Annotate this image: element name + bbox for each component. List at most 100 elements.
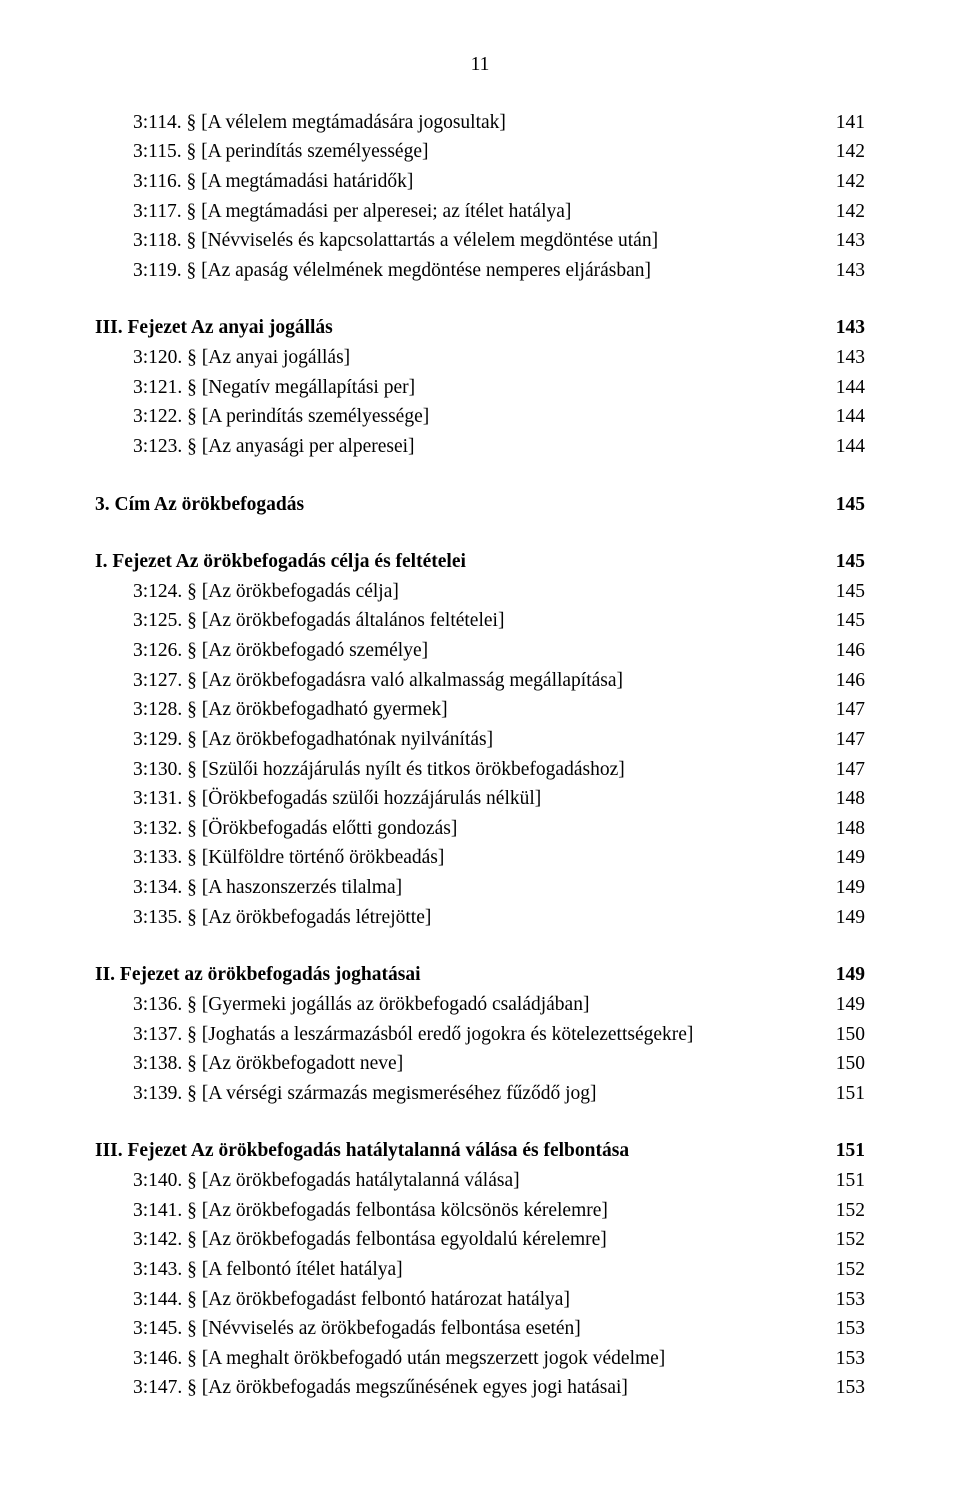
toc-entry: 3:131. § [Örökbefogadás szülői hozzájáru…: [95, 784, 865, 814]
toc-heading-page: 151: [815, 1136, 865, 1166]
toc-heading: I. Fejezet Az örökbefogadás célja és fel…: [95, 547, 865, 577]
toc-entry: 3:119. § [Az apaság vélelmének megdöntés…: [95, 256, 865, 286]
toc-entry-label: 3:143. § [A felbontó ítélet hatálya]: [133, 1255, 815, 1285]
toc-entry-label: 3:128. § [Az örökbefogadható gyermek]: [133, 695, 815, 725]
toc-heading: II. Fejezet az örökbefogadás joghatásai1…: [95, 960, 865, 990]
toc-entry-label: 3:138. § [Az örökbefogadott neve]: [133, 1049, 815, 1079]
toc-entry: 3:132. § [Örökbefogadás előtti gondozás]…: [95, 814, 865, 844]
toc-entry-page: 144: [815, 373, 865, 403]
toc-entry-label: 3:132. § [Örökbefogadás előtti gondozás]: [133, 814, 815, 844]
toc-heading-page: 145: [815, 547, 865, 577]
toc-entry: 3:123. § [Az anyasági per alperesei]144: [95, 432, 865, 462]
toc-entry-page: 149: [815, 903, 865, 933]
document-page: 11 3:114. § [A vélelem megtámadására jog…: [0, 0, 960, 1463]
toc-entry-label: 3:116. § [A megtámadási határidők]: [133, 167, 815, 197]
toc-entry-page: 152: [815, 1255, 865, 1285]
table-of-contents: 3:114. § [A vélelem megtámadására jogosu…: [95, 108, 865, 1403]
toc-entry: 3:139. § [A vérségi származás megismerés…: [95, 1079, 865, 1109]
toc-entry: 3:147. § [Az örökbefogadás megszűnésének…: [95, 1373, 865, 1403]
toc-entry-page: 152: [815, 1225, 865, 1255]
toc-entry: 3:138. § [Az örökbefogadott neve]150: [95, 1049, 865, 1079]
toc-entry-label: 3:134. § [A haszonszerzés tilalma]: [133, 873, 815, 903]
toc-entry: 3:126. § [Az örökbefogadó személye]146: [95, 636, 865, 666]
toc-entry: 3:120. § [Az anyai jogállás]143: [95, 343, 865, 373]
toc-entry-label: 3:131. § [Örökbefogadás szülői hozzájáru…: [133, 784, 815, 814]
toc-entry: 3:114. § [A vélelem megtámadására jogosu…: [95, 108, 865, 138]
toc-entry: 3:115. § [A perindítás személyessége]142: [95, 137, 865, 167]
toc-entry: 3:145. § [Névviselés az örökbefogadás fe…: [95, 1314, 865, 1344]
toc-entry-page: 147: [815, 725, 865, 755]
toc-heading-label: III. Fejezet Az örökbefogadás hatálytala…: [95, 1136, 815, 1166]
toc-entry: 3:135. § [Az örökbefogadás létrejötte]14…: [95, 903, 865, 933]
toc-entry-page: 153: [815, 1314, 865, 1344]
toc-entry-page: 142: [815, 197, 865, 227]
toc-entry-label: 3:146. § [A meghalt örökbefogadó után me…: [133, 1344, 815, 1374]
toc-heading-label: I. Fejezet Az örökbefogadás célja és fel…: [95, 547, 815, 577]
toc-entry-label: 3:120. § [Az anyai jogállás]: [133, 343, 815, 373]
toc-entry: 3:146. § [A meghalt örökbefogadó után me…: [95, 1344, 865, 1374]
toc-entry: 3:140. § [Az örökbefogadás hatálytalanná…: [95, 1166, 865, 1196]
toc-entry-page: 149: [815, 990, 865, 1020]
toc-entry: 3:116. § [A megtámadási határidők]142: [95, 167, 865, 197]
toc-heading: III. Fejezet Az anyai jogállás143: [95, 313, 865, 343]
toc-heading-label: 3. Cím Az örökbefogadás: [95, 490, 815, 520]
toc-entry-label: 3:137. § [Joghatás a leszármazásból ered…: [133, 1020, 815, 1050]
toc-heading-label: III. Fejezet Az anyai jogállás: [95, 313, 815, 343]
toc-entry: 3:136. § [Gyermeki jogállás az örökbefog…: [95, 990, 865, 1020]
toc-entry-page: 150: [815, 1020, 865, 1050]
toc-entry-label: 3:136. § [Gyermeki jogállás az örökbefog…: [133, 990, 815, 1020]
toc-entry-page: 153: [815, 1373, 865, 1403]
toc-heading: 3. Cím Az örökbefogadás145: [95, 490, 865, 520]
toc-entry-label: 3:117. § [A megtámadási per alperesei; a…: [133, 197, 815, 227]
toc-entry-label: 3:122. § [A perindítás személyessége]: [133, 402, 815, 432]
toc-entry-page: 143: [815, 343, 865, 373]
toc-entry-page: 148: [815, 814, 865, 844]
toc-entry-page: 153: [815, 1285, 865, 1315]
toc-entry: 3:143. § [A felbontó ítélet hatálya]152: [95, 1255, 865, 1285]
toc-entry-label: 3:125. § [Az örökbefogadás általános fel…: [133, 606, 815, 636]
toc-entry-page: 149: [815, 873, 865, 903]
toc-entry-page: 144: [815, 432, 865, 462]
toc-entry-label: 3:119. § [Az apaság vélelmének megdöntés…: [133, 256, 815, 286]
toc-heading-page: 145: [815, 490, 865, 520]
toc-entry-label: 3:140. § [Az örökbefogadás hatálytalanná…: [133, 1166, 815, 1196]
toc-entry-label: 3:147. § [Az örökbefogadás megszűnésének…: [133, 1373, 815, 1403]
toc-entry-page: 145: [815, 577, 865, 607]
toc-entry: 3:130. § [Szülői hozzájárulás nyílt és t…: [95, 755, 865, 785]
toc-entry: 3:122. § [A perindítás személyessége]144: [95, 402, 865, 432]
toc-entry-label: 3:135. § [Az örökbefogadás létrejötte]: [133, 903, 815, 933]
toc-heading-page: 149: [815, 960, 865, 990]
toc-entry: 3:129. § [Az örökbefogadhatónak nyilvání…: [95, 725, 865, 755]
toc-entry-label: 3:118. § [Névviselés és kapcsolattartás …: [133, 226, 815, 256]
toc-entry: 3:118. § [Névviselés és kapcsolattartás …: [95, 226, 865, 256]
toc-entry-label: 3:129. § [Az örökbefogadhatónak nyilvání…: [133, 725, 815, 755]
toc-entry-page: 152: [815, 1196, 865, 1226]
toc-entry-label: 3:124. § [Az örökbefogadás célja]: [133, 577, 815, 607]
toc-entry-label: 3:127. § [Az örökbefogadásra való alkalm…: [133, 666, 815, 696]
toc-entry-label: 3:123. § [Az anyasági per alperesei]: [133, 432, 815, 462]
toc-entry-label: 3:142. § [Az örökbefogadás felbontása eg…: [133, 1225, 815, 1255]
toc-entry: 3:141. § [Az örökbefogadás felbontása kö…: [95, 1196, 865, 1226]
toc-entry-page: 147: [815, 695, 865, 725]
toc-entry: 3:137. § [Joghatás a leszármazásból ered…: [95, 1020, 865, 1050]
toc-entry-page: 148: [815, 784, 865, 814]
toc-entry-page: 146: [815, 666, 865, 696]
toc-entry: 3:144. § [Az örökbefogadást felbontó hat…: [95, 1285, 865, 1315]
toc-entry-label: 3:141. § [Az örökbefogadás felbontása kö…: [133, 1196, 815, 1226]
toc-entry: 3:134. § [A haszonszerzés tilalma]149: [95, 873, 865, 903]
toc-entry: 3:124. § [Az örökbefogadás célja]145: [95, 577, 865, 607]
toc-heading-page: 143: [815, 313, 865, 343]
toc-entry-page: 143: [815, 256, 865, 286]
toc-entry: 3:121. § [Negatív megállapítási per]144: [95, 373, 865, 403]
toc-entry-page: 153: [815, 1344, 865, 1374]
toc-entry: 3:127. § [Az örökbefogadásra való alkalm…: [95, 666, 865, 696]
toc-entry: 3:133. § [Külföldre történő örökbeadás]1…: [95, 843, 865, 873]
toc-entry-page: 145: [815, 606, 865, 636]
toc-entry-label: 3:139. § [A vérségi származás megismerés…: [133, 1079, 815, 1109]
toc-entry-page: 150: [815, 1049, 865, 1079]
page-number: 11: [95, 50, 865, 80]
toc-entry-label: 3:121. § [Negatív megállapítási per]: [133, 373, 815, 403]
toc-entry-page: 144: [815, 402, 865, 432]
toc-entry-page: 151: [815, 1079, 865, 1109]
toc-entry-label: 3:133. § [Külföldre történő örökbeadás]: [133, 843, 815, 873]
